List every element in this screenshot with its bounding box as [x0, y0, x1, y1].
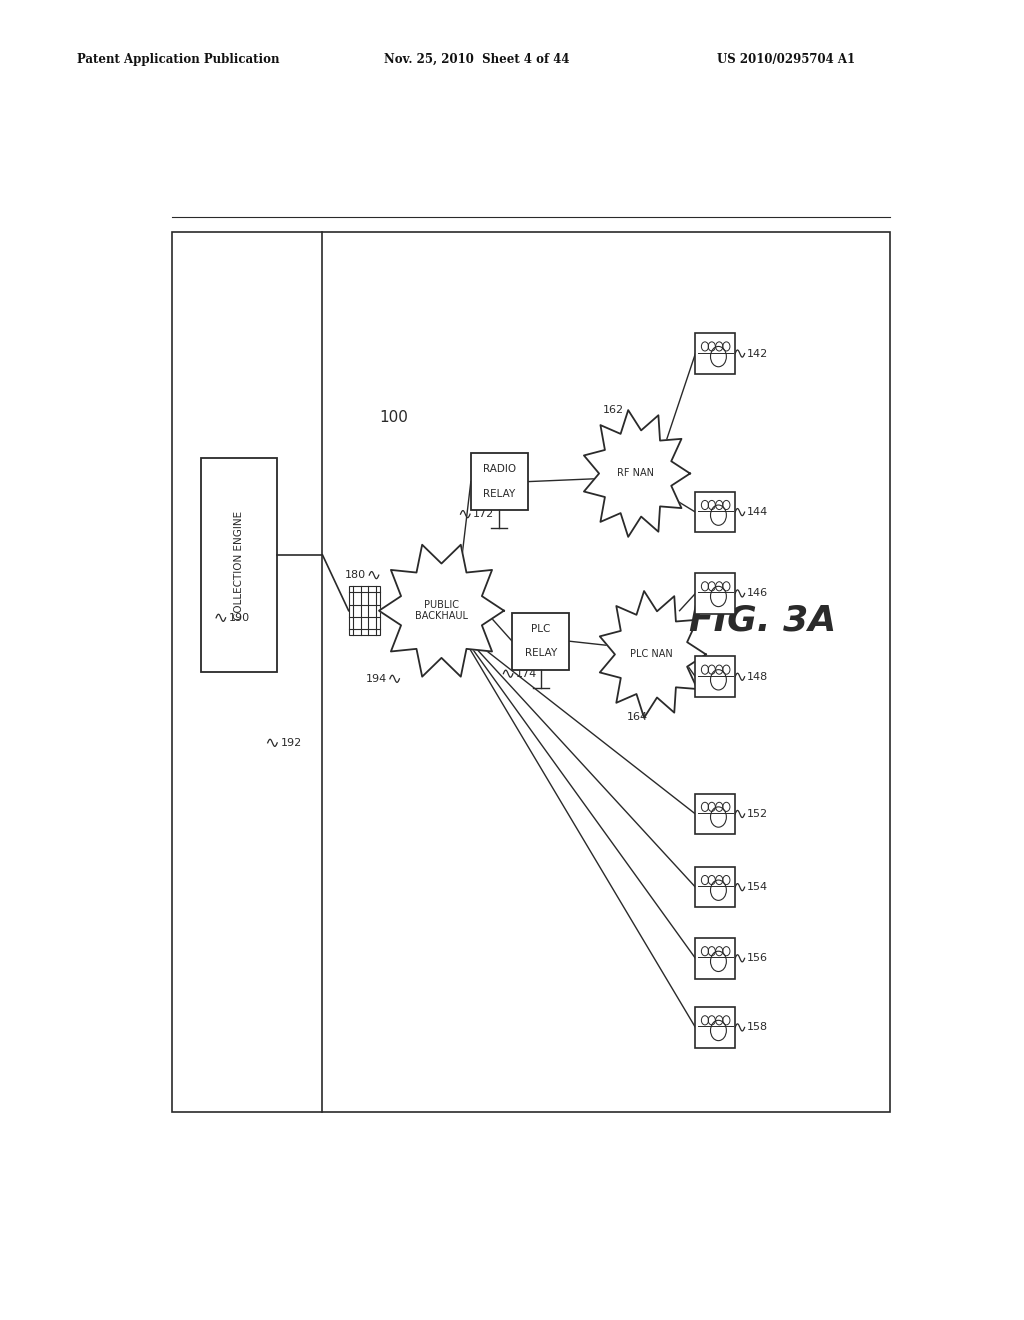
FancyBboxPatch shape: [695, 793, 735, 834]
FancyBboxPatch shape: [512, 612, 569, 669]
Text: COLLECTION ENGINE: COLLECTION ENGINE: [234, 511, 244, 619]
Text: RELAY: RELAY: [483, 488, 515, 499]
Text: 154: 154: [748, 882, 768, 892]
FancyBboxPatch shape: [471, 453, 528, 510]
Text: PUBLIC
BACKHAUL: PUBLIC BACKHAUL: [415, 599, 468, 622]
Polygon shape: [379, 545, 504, 677]
FancyBboxPatch shape: [695, 867, 735, 907]
Text: 164: 164: [627, 713, 647, 722]
Text: US 2010/0295704 A1: US 2010/0295704 A1: [717, 53, 855, 66]
Text: 180: 180: [345, 570, 367, 579]
Text: FIG. 3A: FIG. 3A: [689, 603, 837, 638]
FancyBboxPatch shape: [202, 458, 276, 672]
Text: RF NAN: RF NAN: [617, 469, 654, 478]
Text: 192: 192: [281, 738, 302, 748]
Text: 172: 172: [473, 510, 495, 519]
Text: Nov. 25, 2010  Sheet 4 of 44: Nov. 25, 2010 Sheet 4 of 44: [384, 53, 569, 66]
Text: Patent Application Publication: Patent Application Publication: [77, 53, 280, 66]
FancyBboxPatch shape: [695, 1007, 735, 1048]
Polygon shape: [584, 411, 690, 537]
Text: 190: 190: [228, 612, 250, 623]
FancyBboxPatch shape: [695, 656, 735, 697]
Text: 162: 162: [602, 405, 624, 416]
FancyBboxPatch shape: [695, 939, 735, 978]
FancyBboxPatch shape: [695, 573, 735, 614]
FancyBboxPatch shape: [695, 333, 735, 374]
Text: 146: 146: [748, 589, 768, 598]
Polygon shape: [600, 591, 706, 718]
Text: 100: 100: [380, 411, 409, 425]
Text: 148: 148: [748, 672, 768, 681]
Text: 152: 152: [748, 809, 768, 818]
Text: RADIO: RADIO: [483, 465, 516, 474]
Text: 158: 158: [748, 1023, 768, 1032]
Text: 144: 144: [748, 507, 768, 517]
FancyBboxPatch shape: [695, 492, 735, 532]
Text: 174: 174: [516, 669, 538, 678]
Text: RELAY: RELAY: [524, 648, 557, 659]
Text: PLC NAN: PLC NAN: [631, 649, 673, 660]
Text: PLC: PLC: [531, 624, 550, 634]
Text: 194: 194: [366, 673, 387, 684]
Text: 142: 142: [748, 348, 768, 359]
Text: 156: 156: [748, 953, 768, 964]
